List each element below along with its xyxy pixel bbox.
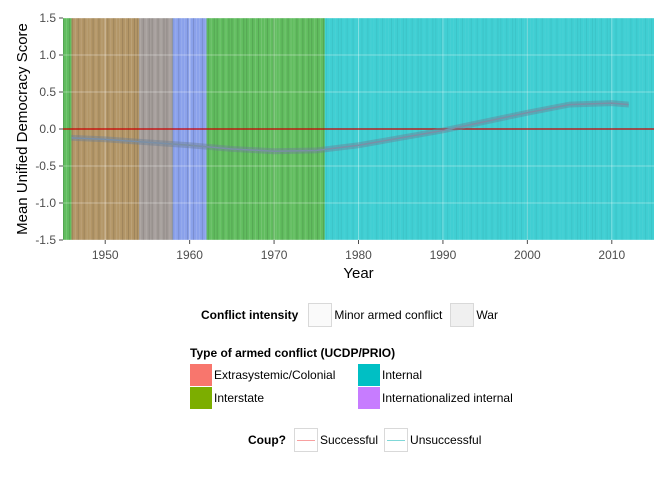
legend-item-war: War <box>450 303 498 327</box>
legend-item-internationalized: Internationalized internal <box>358 387 513 409</box>
confidence-ribbon <box>71 100 629 155</box>
legend-item-internal: Internal <box>358 364 422 386</box>
y-tick-label: -1.0 <box>35 196 56 210</box>
x-tick-label: 1980 <box>345 248 372 262</box>
legend-label: Internal <box>382 368 423 382</box>
x-tick-label: 1960 <box>176 248 203 262</box>
legend-label: Unsuccessful <box>410 433 482 447</box>
legend-title: Coup? <box>248 433 286 447</box>
legend-key-internationalized <box>358 387 380 409</box>
y-tick-label: 1.5 <box>39 11 56 25</box>
x-tick-label: 2000 <box>514 248 541 262</box>
legend-item-minor: Minor armed conflict <box>308 303 442 327</box>
x-tick-label: 1990 <box>430 248 457 262</box>
legend-item-interstate: Interstate <box>190 387 354 409</box>
legend-key-war <box>450 303 475 327</box>
legend-key-minor <box>308 303 333 327</box>
legend-label: Extrasystemic/Colonial <box>214 368 336 382</box>
legend-key-successful <box>294 428 318 452</box>
y-tick-label: -1.5 <box>35 233 56 247</box>
y-tick-label: 0.5 <box>39 85 56 99</box>
x-tick-label: 2010 <box>598 248 625 262</box>
legend-label: Minor armed conflict <box>334 308 443 322</box>
legend-conflict-intensity: Conflict intensity Minor armed conflict … <box>201 303 502 327</box>
x-tick-label: 1970 <box>261 248 288 262</box>
x-tick-label: 1950 <box>92 248 119 262</box>
band-stripe <box>654 18 655 240</box>
legend-key-internal <box>358 364 380 386</box>
y-tick-label: -0.5 <box>35 159 56 173</box>
y-axis-title: Mean Unified Democracy Score <box>14 23 31 235</box>
legend-key-extrasystemic <box>190 364 212 386</box>
legend-label: War <box>476 308 498 322</box>
legend-coup: Coup? Successful Unsuccessful <box>248 428 485 452</box>
x-axis-title: Year <box>343 265 373 282</box>
y-tick-label: 1.0 <box>39 48 56 62</box>
legend-label: Internationalized internal <box>382 391 513 405</box>
legend-key-interstate <box>190 387 212 409</box>
legend-label: Successful <box>320 433 379 447</box>
x-axis: 1950 1960 1970 1980 1990 2000 2010 <box>92 240 625 262</box>
legend-conflict-type: Type of armed conflict (UCDP/PRIO) Extra… <box>190 346 517 409</box>
y-axis: -1.5 -1.0 -0.5 0.0 0.5 1.0 1.5 <box>35 11 63 247</box>
legend-item-unsuccessful: Unsuccessful <box>384 428 481 452</box>
legend-title: Conflict intensity <box>201 308 299 322</box>
legend-key-unsuccessful <box>384 428 409 452</box>
chart-area: 1950 1960 1970 1980 1990 2000 2010 -1.5 -1.0 -0.… <box>14 11 655 282</box>
y-tick-label: 0.0 <box>39 122 56 136</box>
legend-title: Type of armed conflict (UCDP/PRIO) <box>190 346 396 360</box>
legend-item-successful: Successful <box>294 428 378 452</box>
legend-label: Interstate <box>214 391 265 405</box>
legend-item-extrasystemic: Extrasystemic/Colonial <box>190 364 354 386</box>
trend-line <box>71 102 629 152</box>
